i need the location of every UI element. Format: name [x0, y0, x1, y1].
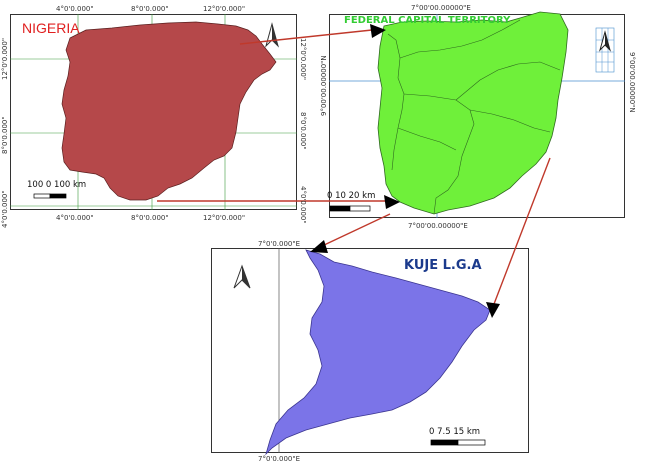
nigeria-top-label: 8°0'0.000"	[131, 5, 169, 13]
nigeria-title: NIGERIA	[22, 20, 80, 36]
nigeria-shape	[61, 21, 277, 201]
kuje-scale-seg	[430, 439, 459, 446]
nigeria-right-label: 8°0'0.000"	[299, 112, 307, 150]
nigeria-scale-seg	[33, 193, 51, 199]
arrowhead-icon	[384, 195, 400, 209]
nigeria-bottom-label: 12°0'0.000"	[203, 214, 246, 222]
fct-title: FEDERAL CAPITAL TERRITORY	[344, 15, 511, 26]
fct-boundary	[399, 19, 521, 59]
arrowhead-icon	[486, 302, 500, 318]
nigeria-top-label: 12°0'0.000"	[203, 5, 246, 13]
fct-top-label: 7°00'00.00000"E	[411, 4, 471, 12]
fct-boundary	[469, 109, 551, 133]
kuje-scale-seg	[457, 439, 486, 446]
arrowhead-icon	[310, 240, 328, 253]
nigeria-right-label: 12°0'0.000"	[299, 38, 307, 81]
arrowhead-icon	[370, 24, 386, 38]
connector-arrows	[157, 24, 551, 318]
nigeria-left-label: 12°0'0.000"	[1, 37, 9, 80]
arrow-line	[239, 29, 373, 45]
kuje-title: KUJE L.G.A	[404, 258, 482, 273]
nigeria-scale-label: 100 0 100 km	[27, 180, 87, 190]
nigeria-scale-seg	[49, 193, 67, 199]
fct-scale-seg	[329, 205, 351, 212]
kuje-scale-label: 0 7.5 15 km	[429, 427, 481, 437]
nigeria-right-label: 4°0'0.000"	[299, 186, 307, 224]
nigeria-left-label: 8°0'0.000"	[1, 116, 9, 154]
kuje-top-label: 7°0'0.000"E	[258, 240, 301, 248]
arrow-line	[321, 213, 391, 247]
nigeria-left-label: 4°0'0.000"	[1, 190, 9, 228]
fct-boundary	[403, 93, 475, 215]
kuje-map	[233, 248, 491, 456]
nigeria-bottom-label: 8°0'0.000"	[131, 214, 169, 222]
fct-scale-seg	[349, 205, 371, 212]
fct-shape	[377, 11, 569, 215]
fct-left-label: 9°00'00.00000"N	[320, 55, 328, 116]
fct-map	[329, 11, 625, 218]
kuje-bottom-label: 7°0'0.000"E	[258, 455, 301, 463]
fct-scale-label: 0 10 20 km	[327, 191, 376, 201]
fct-bottom-label: 7°00'00.00000"E	[408, 222, 468, 230]
fct-right-label: 9°00'00.00000"N	[628, 52, 636, 113]
kuje-shape	[265, 249, 491, 456]
fct-boundary	[397, 127, 457, 151]
nigeria-bottom-label: 4°0'0.000"	[56, 214, 94, 222]
fct-boundary	[455, 61, 561, 101]
nigeria-map	[10, 14, 297, 210]
arrow-line	[493, 157, 551, 305]
fct-north-arrow-box	[595, 27, 615, 73]
nigeria-top-label: 4°0'0.000"	[56, 5, 94, 13]
